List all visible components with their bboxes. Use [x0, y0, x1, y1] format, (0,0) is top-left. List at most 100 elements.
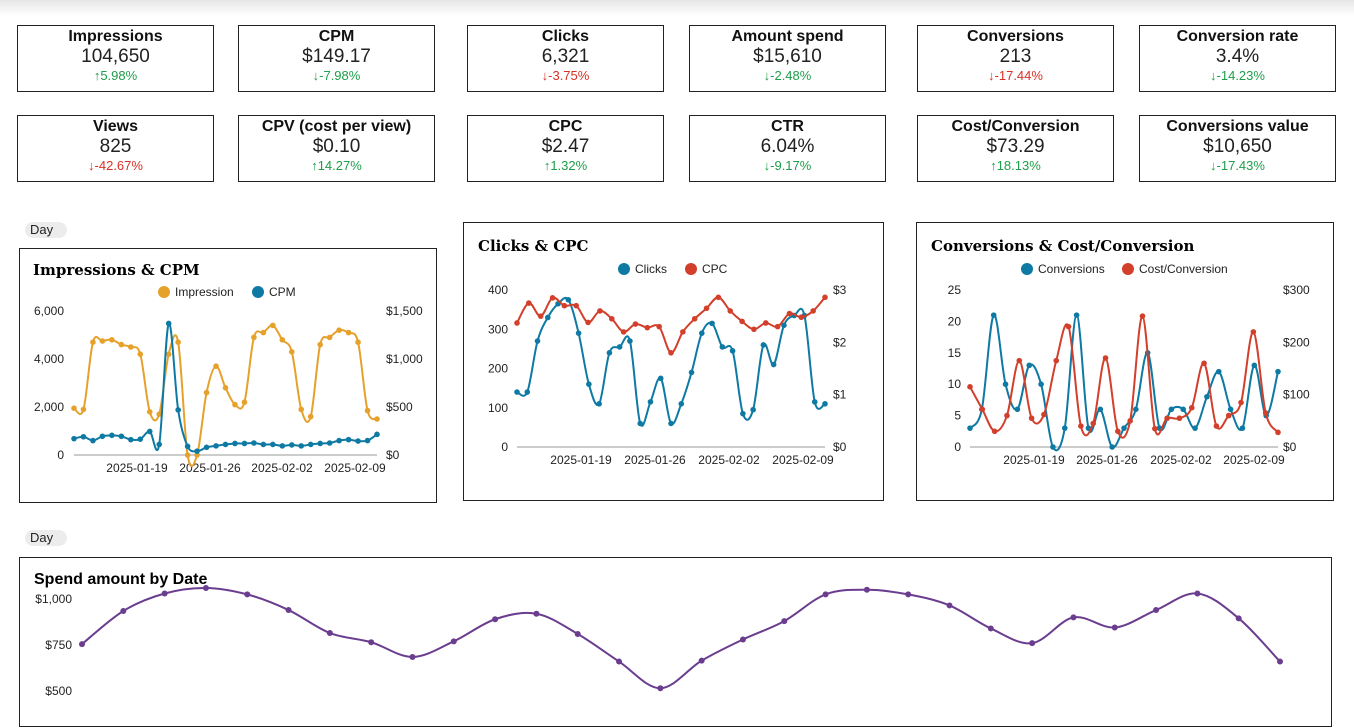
- data-point: [120, 607, 127, 614]
- data-point: [979, 406, 986, 413]
- clicks-cpc-svg: Clicks & CPC Clicks CPC 400 300 200 100 0 $3 $2 $1…: [478, 237, 847, 467]
- kpi-value: 3.4%: [1215, 46, 1260, 67]
- data-point: [616, 344, 623, 350]
- data-point: [1053, 357, 1060, 364]
- data-point: [781, 322, 787, 329]
- data-point: [326, 630, 333, 637]
- x-tick: 2025-01-19: [550, 453, 612, 467]
- chart-title: Spend amount by Date: [34, 571, 207, 588]
- kpi-value: 825: [99, 136, 132, 157]
- data-point: [1152, 425, 1158, 432]
- data-point: [355, 438, 361, 444]
- data-point: [991, 428, 998, 435]
- data-point: [317, 440, 323, 447]
- clicks-cpc-chart: Clicks & CPC Clicks CPC 400 300 200 100 0 $3 $2 $1…: [463, 222, 884, 501]
- data-point: [345, 436, 352, 443]
- kpi-delta: ↓-7.98%: [312, 68, 361, 83]
- data-point: [326, 440, 333, 446]
- y-right-tick: $100: [1283, 388, 1310, 402]
- data-point: [709, 320, 715, 327]
- kpi-value: $10,650: [1203, 136, 1272, 157]
- data-point: [967, 425, 973, 431]
- data-point: [739, 636, 746, 643]
- data-point: [657, 375, 664, 382]
- x-tick: 2025-02-02: [1150, 453, 1212, 467]
- data-point: [270, 441, 276, 448]
- data-point: [1102, 355, 1109, 361]
- data-point: [1065, 323, 1072, 330]
- kpi-card: Clicks 6,321 ↓-3.75%: [467, 25, 664, 92]
- kpi-value: $15,610: [753, 46, 822, 67]
- data-point: [811, 399, 818, 405]
- y-right-tick: $1: [833, 388, 847, 402]
- data-point: [161, 590, 168, 597]
- data-point: [822, 401, 828, 407]
- data-point: [232, 401, 238, 408]
- data-point: [137, 351, 144, 357]
- data-point: [99, 338, 106, 344]
- data-point: [241, 399, 248, 405]
- data-point: [762, 320, 769, 326]
- kpi-value: $73.29: [986, 136, 1045, 157]
- data-point: [79, 641, 85, 648]
- data-point: [364, 437, 371, 444]
- data-point: [90, 437, 96, 444]
- data-point: [616, 658, 623, 665]
- legend-marker: [1021, 263, 1033, 275]
- data-point: [786, 310, 793, 317]
- data-point: [1227, 406, 1234, 413]
- data-point: [729, 348, 736, 354]
- data-point: [561, 302, 568, 309]
- data-point: [703, 305, 710, 312]
- data-point: [524, 389, 531, 395]
- kpi-delta: ↑5.98%: [93, 68, 138, 83]
- y-left-tick: 15: [948, 346, 962, 360]
- data-point: [288, 349, 295, 355]
- data-point: [668, 350, 674, 356]
- data-point: [1014, 406, 1021, 413]
- data-point: [1192, 425, 1198, 431]
- y-left-tick: 200: [488, 362, 508, 376]
- data-point: [1153, 607, 1160, 614]
- data-point: [798, 314, 805, 321]
- y-left-tick: 0: [501, 440, 508, 454]
- data-point: [326, 334, 333, 341]
- data-point: [967, 384, 973, 390]
- data-point: [644, 324, 651, 331]
- data-point: [740, 410, 746, 417]
- data-point: [537, 313, 544, 319]
- data-point: [575, 330, 582, 336]
- data-point: [608, 315, 615, 322]
- data-point: [165, 351, 172, 357]
- data-point: [1004, 412, 1010, 419]
- data-point: [549, 295, 556, 301]
- y-tick: $500: [45, 684, 72, 698]
- data-point: [574, 630, 581, 637]
- conversions-cost-svg: Conversions & Cost/Conversion Conversions…: [931, 237, 1310, 467]
- data-point: [128, 344, 134, 350]
- kpi-delta: ↑18.13%: [990, 158, 1041, 173]
- data-point: [279, 443, 286, 449]
- data-point: [822, 294, 828, 301]
- kpi-card: Amount spend $15,610 ↓-2.48%: [689, 25, 886, 92]
- data-point: [1164, 415, 1170, 422]
- data-point: [698, 657, 705, 664]
- data-point: [1238, 399, 1244, 406]
- day-chip[interactable]: Day: [25, 222, 68, 238]
- kpi-card: CPM $149.17 ↓-7.98%: [238, 25, 435, 92]
- data-point: [750, 406, 756, 413]
- kpi-title: Views: [92, 118, 139, 135]
- data-point: [1028, 415, 1035, 422]
- data-point: [1026, 362, 1033, 369]
- data-point: [715, 294, 722, 301]
- day-chip-2[interactable]: Day: [25, 530, 68, 546]
- data-point: [781, 618, 788, 625]
- y-tick: $750: [45, 638, 72, 652]
- data-point: [1194, 590, 1201, 597]
- data-point: [1215, 368, 1222, 375]
- data-point: [251, 334, 257, 341]
- data-point: [232, 440, 238, 447]
- spend-by-date-svg: Spend amount by Date $1,000 $750 $500: [34, 571, 1283, 698]
- data-point: [317, 341, 323, 348]
- data-point: [109, 337, 115, 343]
